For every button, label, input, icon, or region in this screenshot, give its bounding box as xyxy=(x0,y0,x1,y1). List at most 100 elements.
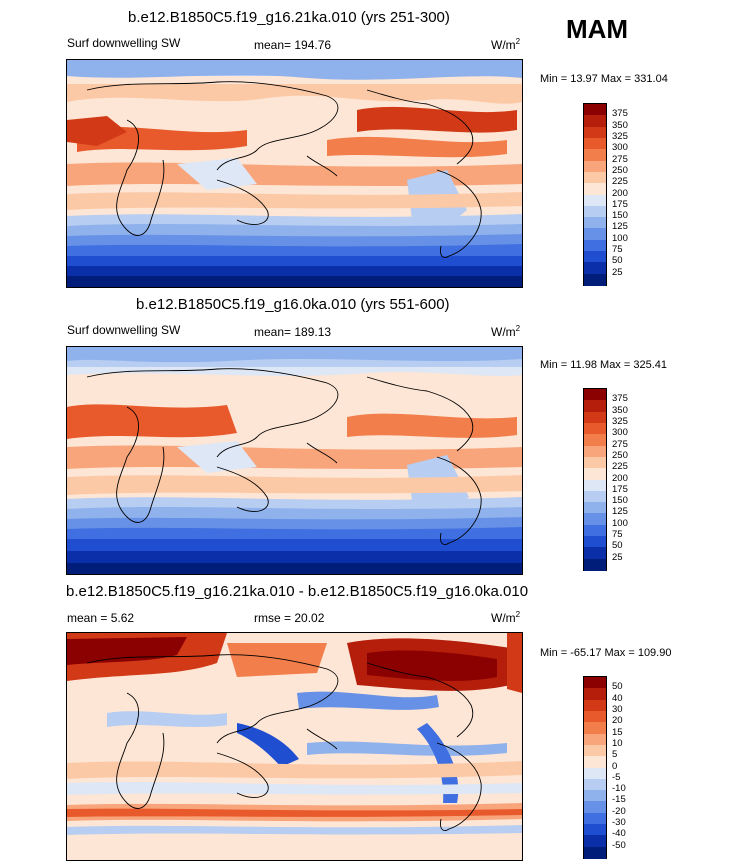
colorbar-swatch xyxy=(584,536,606,548)
colorbar-swatch xyxy=(584,434,606,447)
colorbar-swatch xyxy=(584,733,606,746)
colorbar-swatch xyxy=(584,677,606,689)
colorbar-swatch xyxy=(584,558,606,571)
colorbar-tick-label: 300 xyxy=(612,142,628,154)
panel-3-title: b.e12.B1850C5.f19_g16.21ka.010 - b.e12.B… xyxy=(66,583,529,600)
colorbar-swatch xyxy=(584,171,606,184)
colorbar-tick-label: 100 xyxy=(612,232,628,244)
panel-2-units: W/m2 xyxy=(491,324,521,339)
colorbar-tick-label: -20 xyxy=(612,805,626,817)
colorbar-tick-label: -15 xyxy=(612,794,626,806)
panel-2-minmax: Min = 11.98 Max = 325.41 xyxy=(540,359,667,371)
panel-2-variable-label: Surf downwelling SW xyxy=(67,323,181,337)
colorbar-swatch xyxy=(584,547,606,560)
colorbar-tick-label: 325 xyxy=(612,415,628,427)
colorbar-swatch xyxy=(584,411,606,424)
colorbar-tick-label: 0 xyxy=(612,760,618,772)
colorbar-tick-label: 30 xyxy=(612,703,623,715)
colorbar-tick-label: 150 xyxy=(612,495,628,507)
colorbar-swatch xyxy=(584,400,606,413)
colorbar-swatch xyxy=(584,479,606,492)
colorbar-swatch xyxy=(584,160,606,173)
colorbar-swatch xyxy=(584,183,606,195)
panel-3-colorbar xyxy=(583,676,607,859)
colorbar-tick-label: 75 xyxy=(612,244,623,256)
colorbar-tick-label: 40 xyxy=(612,692,623,704)
colorbar-swatch xyxy=(584,262,606,275)
colorbar-swatch xyxy=(584,126,606,139)
colorbar-swatch xyxy=(584,104,606,116)
colorbar-tick-label: 225 xyxy=(612,461,628,473)
colorbar-tick-label: 300 xyxy=(612,427,628,439)
colorbar-tick-label: 175 xyxy=(612,483,628,495)
colorbar-tick-label: 200 xyxy=(612,187,628,199)
colorbar-swatch xyxy=(584,502,606,514)
colorbar-tick-label: 175 xyxy=(612,198,628,210)
colorbar-swatch xyxy=(584,767,606,780)
colorbar-tick-label: 325 xyxy=(612,130,628,142)
colorbar-swatch xyxy=(584,722,606,735)
colorbar-swatch xyxy=(584,445,606,458)
colorbar-swatch xyxy=(584,756,606,768)
colorbar-tick-label: 150 xyxy=(612,210,628,222)
panel-1-title: b.e12.B1850C5.f19_g16.21ka.010 (yrs 251-… xyxy=(128,9,450,26)
colorbar-tick-label: 350 xyxy=(612,119,628,131)
colorbar-tick-label: 375 xyxy=(612,108,628,120)
colorbar-tick-label: 375 xyxy=(612,393,628,405)
panel-2-field xyxy=(67,347,522,574)
colorbar-tick-label: 100 xyxy=(612,517,628,529)
panel-1-map xyxy=(66,59,523,288)
colorbar-swatch xyxy=(584,835,606,848)
colorbar-tick-label: 25 xyxy=(612,551,623,563)
colorbar-tick-label: 10 xyxy=(612,737,623,749)
panel-3-rmse-label: rmse = 20.02 xyxy=(254,611,325,625)
colorbar-tick-label: 50 xyxy=(612,540,623,552)
colorbar-tick-label: -40 xyxy=(612,828,626,840)
panel-1-variable-label: Surf downwelling SW xyxy=(67,36,181,50)
panel-1-field xyxy=(67,60,522,287)
panel-3-minmax: Min = -65.17 Max = 109.90 xyxy=(540,647,672,659)
colorbar-swatch xyxy=(584,115,606,128)
colorbar-swatch xyxy=(584,699,606,712)
colorbar-swatch xyxy=(584,778,606,791)
colorbar-tick-label: 225 xyxy=(612,176,628,188)
colorbar-swatch xyxy=(584,217,606,229)
colorbar-tick-label: 50 xyxy=(612,255,623,267)
panel-2-map xyxy=(66,346,523,575)
colorbar-swatch xyxy=(584,846,606,859)
colorbar-tick-label: 200 xyxy=(612,472,628,484)
colorbar-tick-label: 50 xyxy=(612,681,623,693)
panel-1-colorbar xyxy=(583,103,607,286)
colorbar-swatch xyxy=(584,194,606,207)
colorbar-swatch xyxy=(584,801,606,814)
colorbar-swatch xyxy=(584,228,606,241)
colorbar-swatch xyxy=(584,273,606,286)
panel-1-mean-label: mean= 194.76 xyxy=(254,38,332,52)
colorbar-swatch xyxy=(584,422,606,435)
colorbar-swatch xyxy=(584,513,606,526)
panel-3-mean-label: mean = 5.62 xyxy=(67,611,135,625)
colorbar-swatch xyxy=(584,824,606,836)
colorbar-swatch xyxy=(584,389,606,401)
colorbar-tick-label: -5 xyxy=(612,771,621,783)
colorbar-tick-label: 250 xyxy=(612,449,628,461)
colorbar-swatch xyxy=(584,456,606,469)
panel-2-colorbar xyxy=(583,388,607,571)
panel-1-minmax: Min = 13.97 Max = 331.04 xyxy=(540,73,668,85)
panel-2-mean-label: mean= 189.13 xyxy=(254,325,332,339)
colorbar-swatch xyxy=(584,137,606,150)
colorbar-swatch xyxy=(584,790,606,802)
panel-1-units: W/m2 xyxy=(491,37,521,52)
colorbar-swatch xyxy=(584,468,606,480)
panel-3-units: W/m2 xyxy=(491,610,521,625)
colorbar-swatch xyxy=(584,251,606,263)
colorbar-tick-label: 15 xyxy=(612,726,623,738)
colorbar-swatch xyxy=(584,524,606,537)
colorbar-tick-label: 125 xyxy=(612,506,628,518)
colorbar-swatch xyxy=(584,812,606,825)
season-label: MAM xyxy=(566,14,629,44)
colorbar-tick-label: 25 xyxy=(612,266,623,278)
colorbar-tick-label: 250 xyxy=(612,164,628,176)
colorbar-tick-label: -10 xyxy=(612,783,626,795)
colorbar-tick-label: 350 xyxy=(612,404,628,416)
